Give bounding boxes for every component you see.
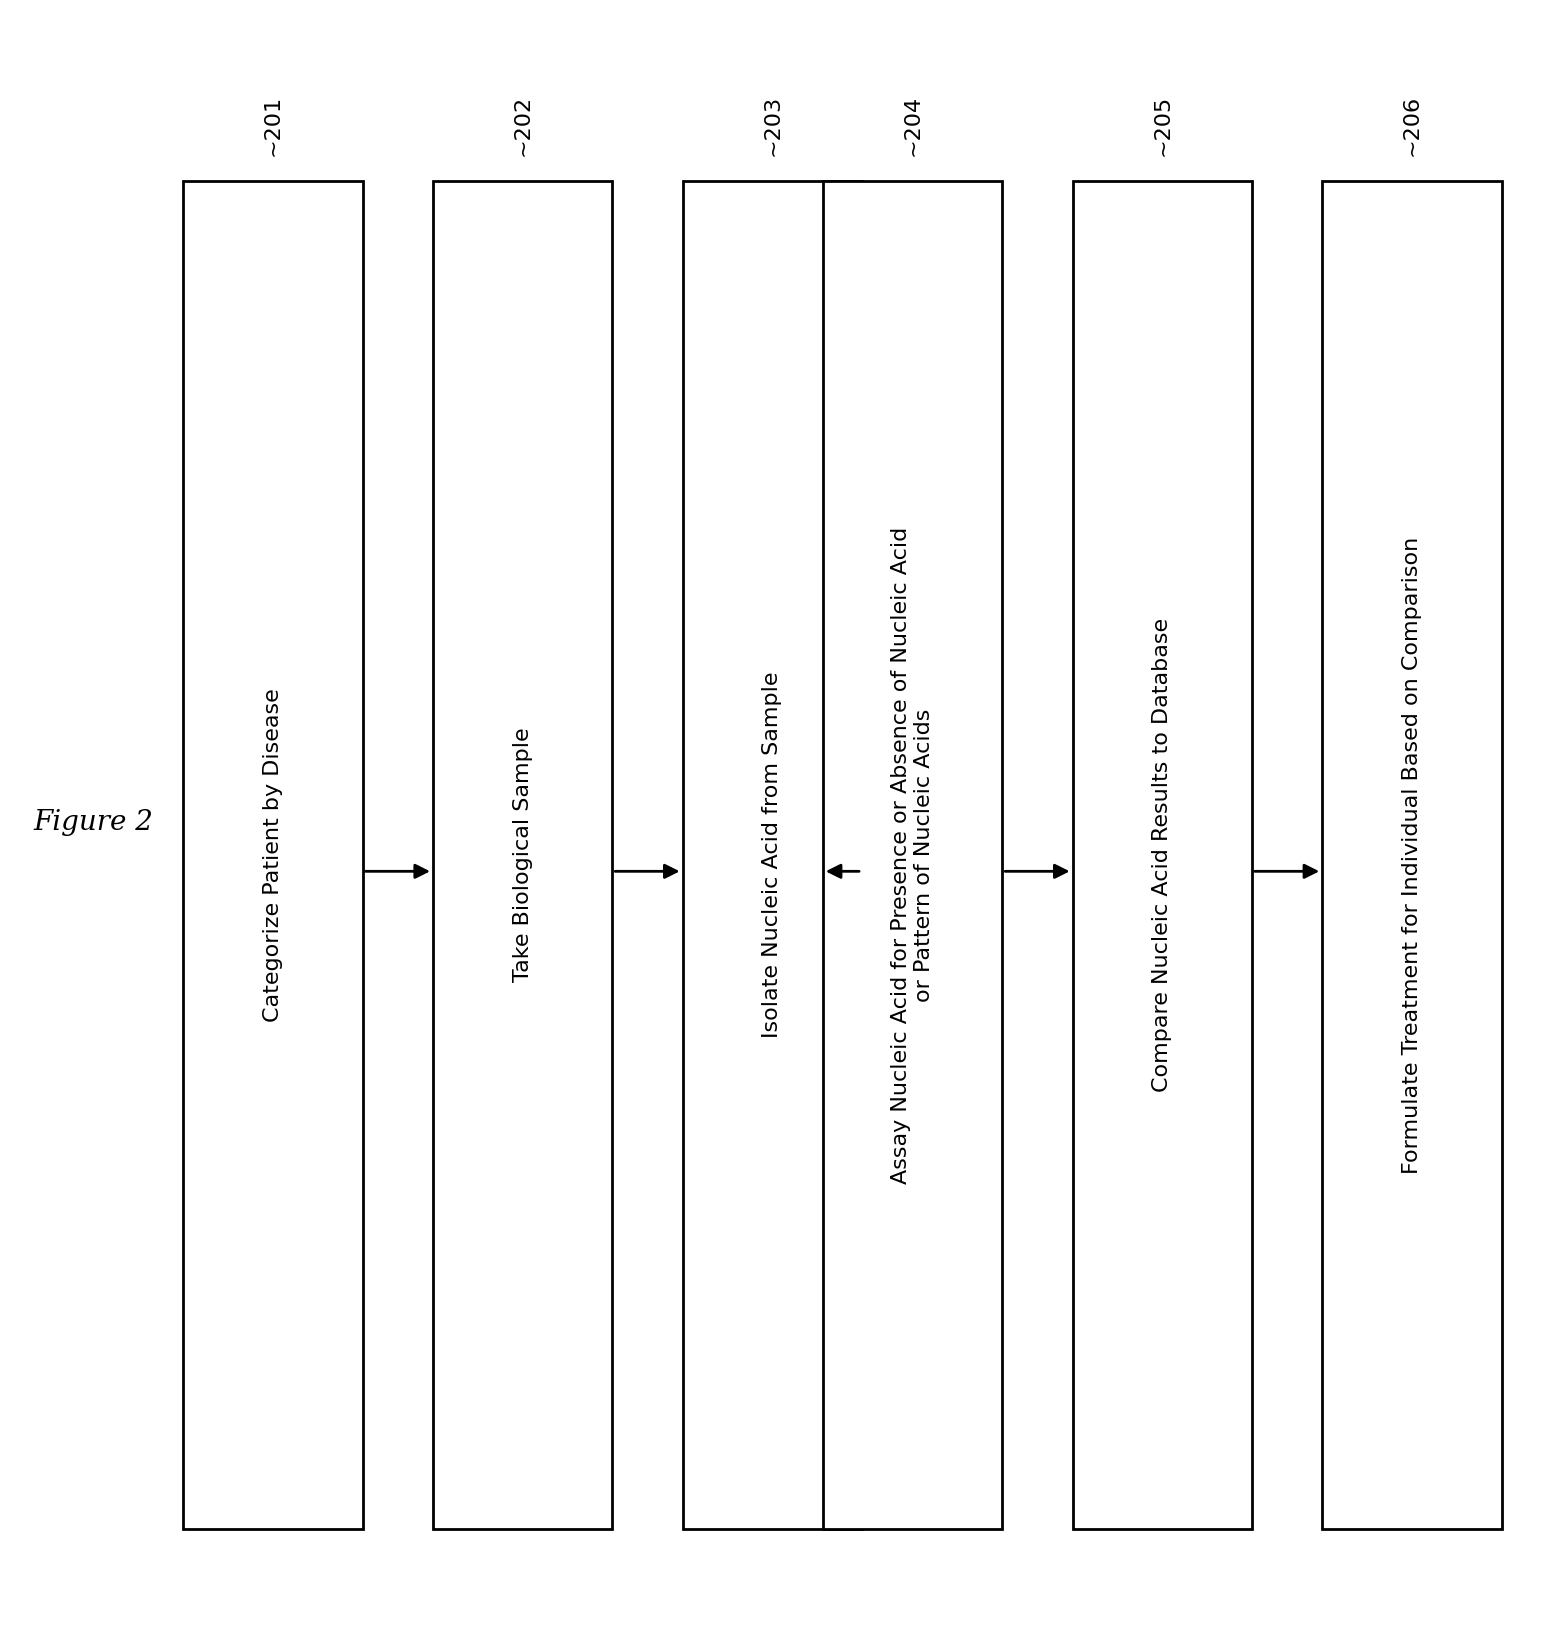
Text: ~206: ~206 bbox=[1402, 95, 1421, 156]
Text: ~204: ~204 bbox=[903, 95, 922, 156]
Bar bbox=[824, 181, 1002, 1529]
Text: ~205: ~205 bbox=[1153, 95, 1172, 156]
Text: ~201: ~201 bbox=[264, 95, 282, 156]
Text: Figure 2: Figure 2 bbox=[34, 809, 153, 835]
Bar bbox=[184, 181, 362, 1529]
Text: Formulate Treatment for Individual Based on Comparison: Formulate Treatment for Individual Based… bbox=[1402, 536, 1421, 1174]
Bar bbox=[683, 181, 861, 1529]
Text: Assay Nucleic Acid for Presence or Absence of Nucleic Acid
or Pattern of Nucleic: Assay Nucleic Acid for Presence or Absen… bbox=[891, 526, 934, 1184]
Bar bbox=[1073, 181, 1253, 1529]
Text: Categorize Patient by Disease: Categorize Patient by Disease bbox=[264, 687, 282, 1023]
Bar bbox=[1323, 181, 1501, 1529]
Text: ~202: ~202 bbox=[513, 95, 532, 156]
Text: Compare Nucleic Acid Results to Database: Compare Nucleic Acid Results to Database bbox=[1153, 618, 1172, 1092]
Text: ~203: ~203 bbox=[763, 95, 782, 156]
Text: Take Biological Sample: Take Biological Sample bbox=[513, 728, 532, 981]
Text: Isolate Nucleic Acid from Sample: Isolate Nucleic Acid from Sample bbox=[763, 672, 782, 1037]
Bar bbox=[434, 181, 612, 1529]
